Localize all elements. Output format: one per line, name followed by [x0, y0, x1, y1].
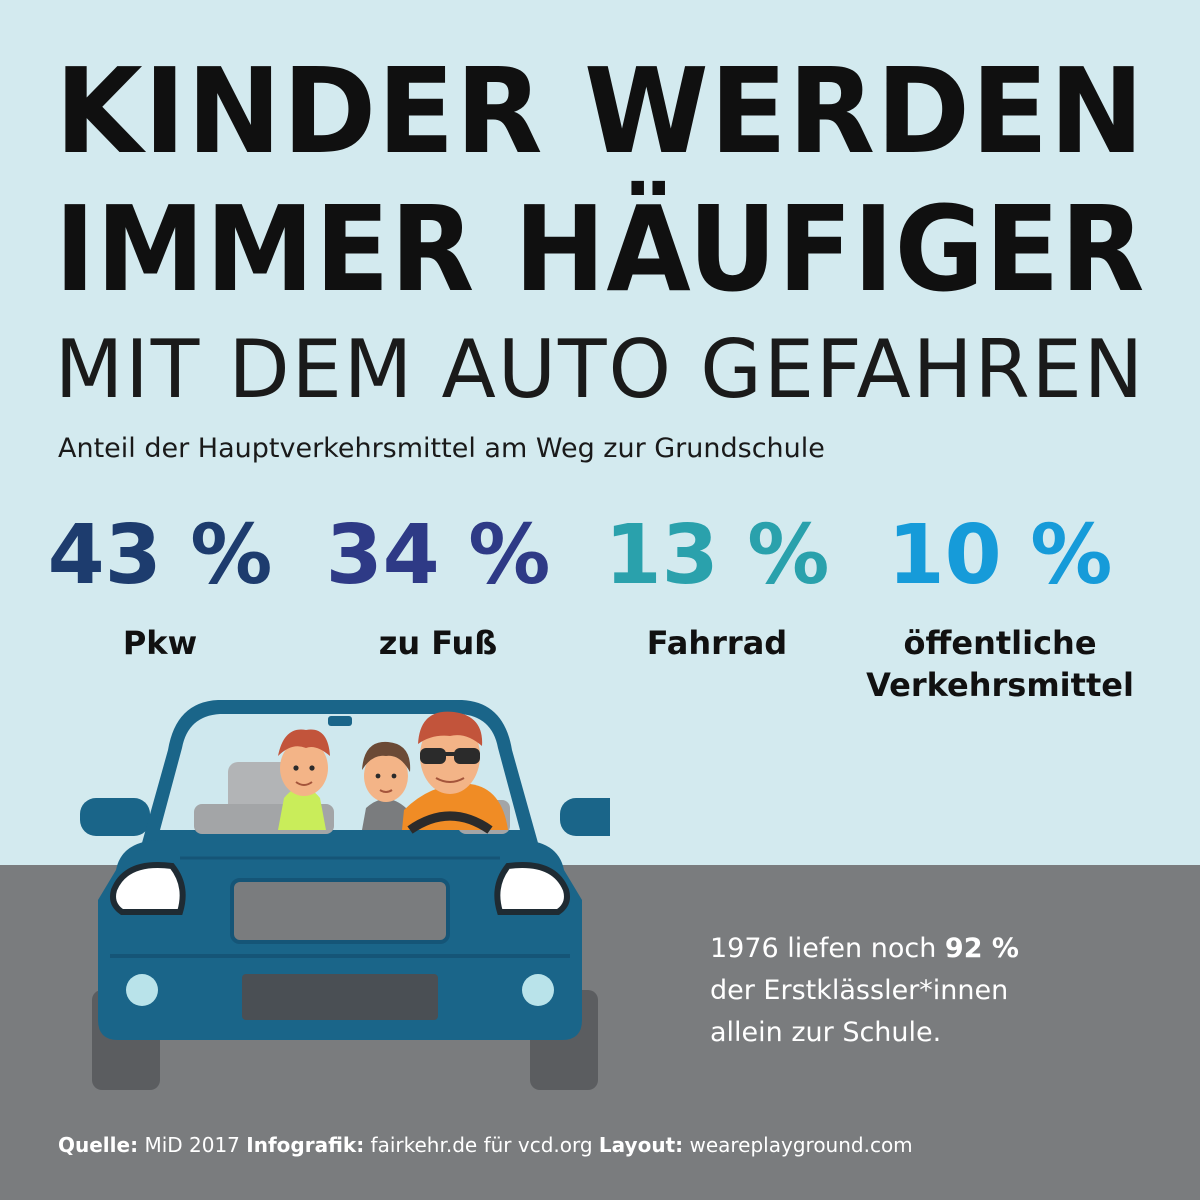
- stat-label-fahrrad-line: Fahrrad: [646, 624, 788, 662]
- stat-label-pkw: Pkw: [40, 623, 280, 665]
- stat-oepnv: 10 % öffentliche Verkehrsmittel: [840, 515, 1160, 706]
- stat-label-oepnv: öffentliche Verkehrsmittel: [840, 623, 1160, 706]
- info-line-3: allein zur Schule.: [710, 1016, 942, 1048]
- stat-fuss: 34 % zu Fuß: [318, 515, 558, 665]
- stat-pkw: 43 % Pkw: [40, 515, 280, 665]
- stat-label-pkw-line: Pkw: [122, 624, 198, 662]
- stat-label-fahrrad: Fahrrad: [597, 623, 837, 665]
- info-highlight-value: 92 %: [944, 933, 1019, 964]
- headline-subline: MIT DEM AUTO GEFAHREN: [54, 323, 1146, 416]
- stat-label-oepnv-line-2: Verkehrsmittel: [866, 665, 1134, 704]
- credits: Quelle: MiD 2017 Infografik: fairkehr.de…: [58, 1133, 913, 1157]
- credits-infographic-label: Infografik:: [246, 1133, 365, 1157]
- credits-layout-value: weareplayground.com: [689, 1133, 913, 1157]
- stat-label-oepnv-line-1: öffentliche: [903, 624, 1097, 662]
- chart-title: Anteil der Hauptverkehrsmittel am Weg zu…: [58, 433, 825, 464]
- credits-layout-label: Layout:: [598, 1133, 684, 1157]
- headline-line-1: KINDER WERDEN: [55, 42, 1145, 180]
- info-line-1-prefix: 1976 liefen noch: [710, 933, 945, 964]
- stat-value-pkw: 43 %: [47, 508, 273, 603]
- credits-infographic-value: fairkehr.de für vcd.org: [370, 1133, 593, 1157]
- stat-fahrrad: 13 % Fahrrad: [597, 515, 837, 665]
- stat-label-fuss: zu Fuß: [318, 623, 558, 665]
- credits-source-value: MiD 2017: [144, 1133, 240, 1157]
- car-with-family-icon: [80, 700, 610, 1090]
- stat-value-fuss: 34 %: [325, 508, 551, 603]
- info-text: 1976 liefen noch 92 % der Erstklässler*i…: [710, 928, 1019, 1054]
- stat-label-fuss-line: zu Fuß: [378, 624, 498, 662]
- info-line-1: 1976 liefen noch 92 %: [710, 928, 1019, 970]
- credits-source-label: Quelle:: [58, 1133, 139, 1157]
- headline-line-2: IMMER HÄUFIGER: [54, 180, 1146, 318]
- info-line-2: der Erstklässler*innen: [710, 974, 1009, 1006]
- stat-value-oepnv: 10 %: [887, 508, 1113, 603]
- stat-value-fahrrad: 13 %: [604, 508, 830, 603]
